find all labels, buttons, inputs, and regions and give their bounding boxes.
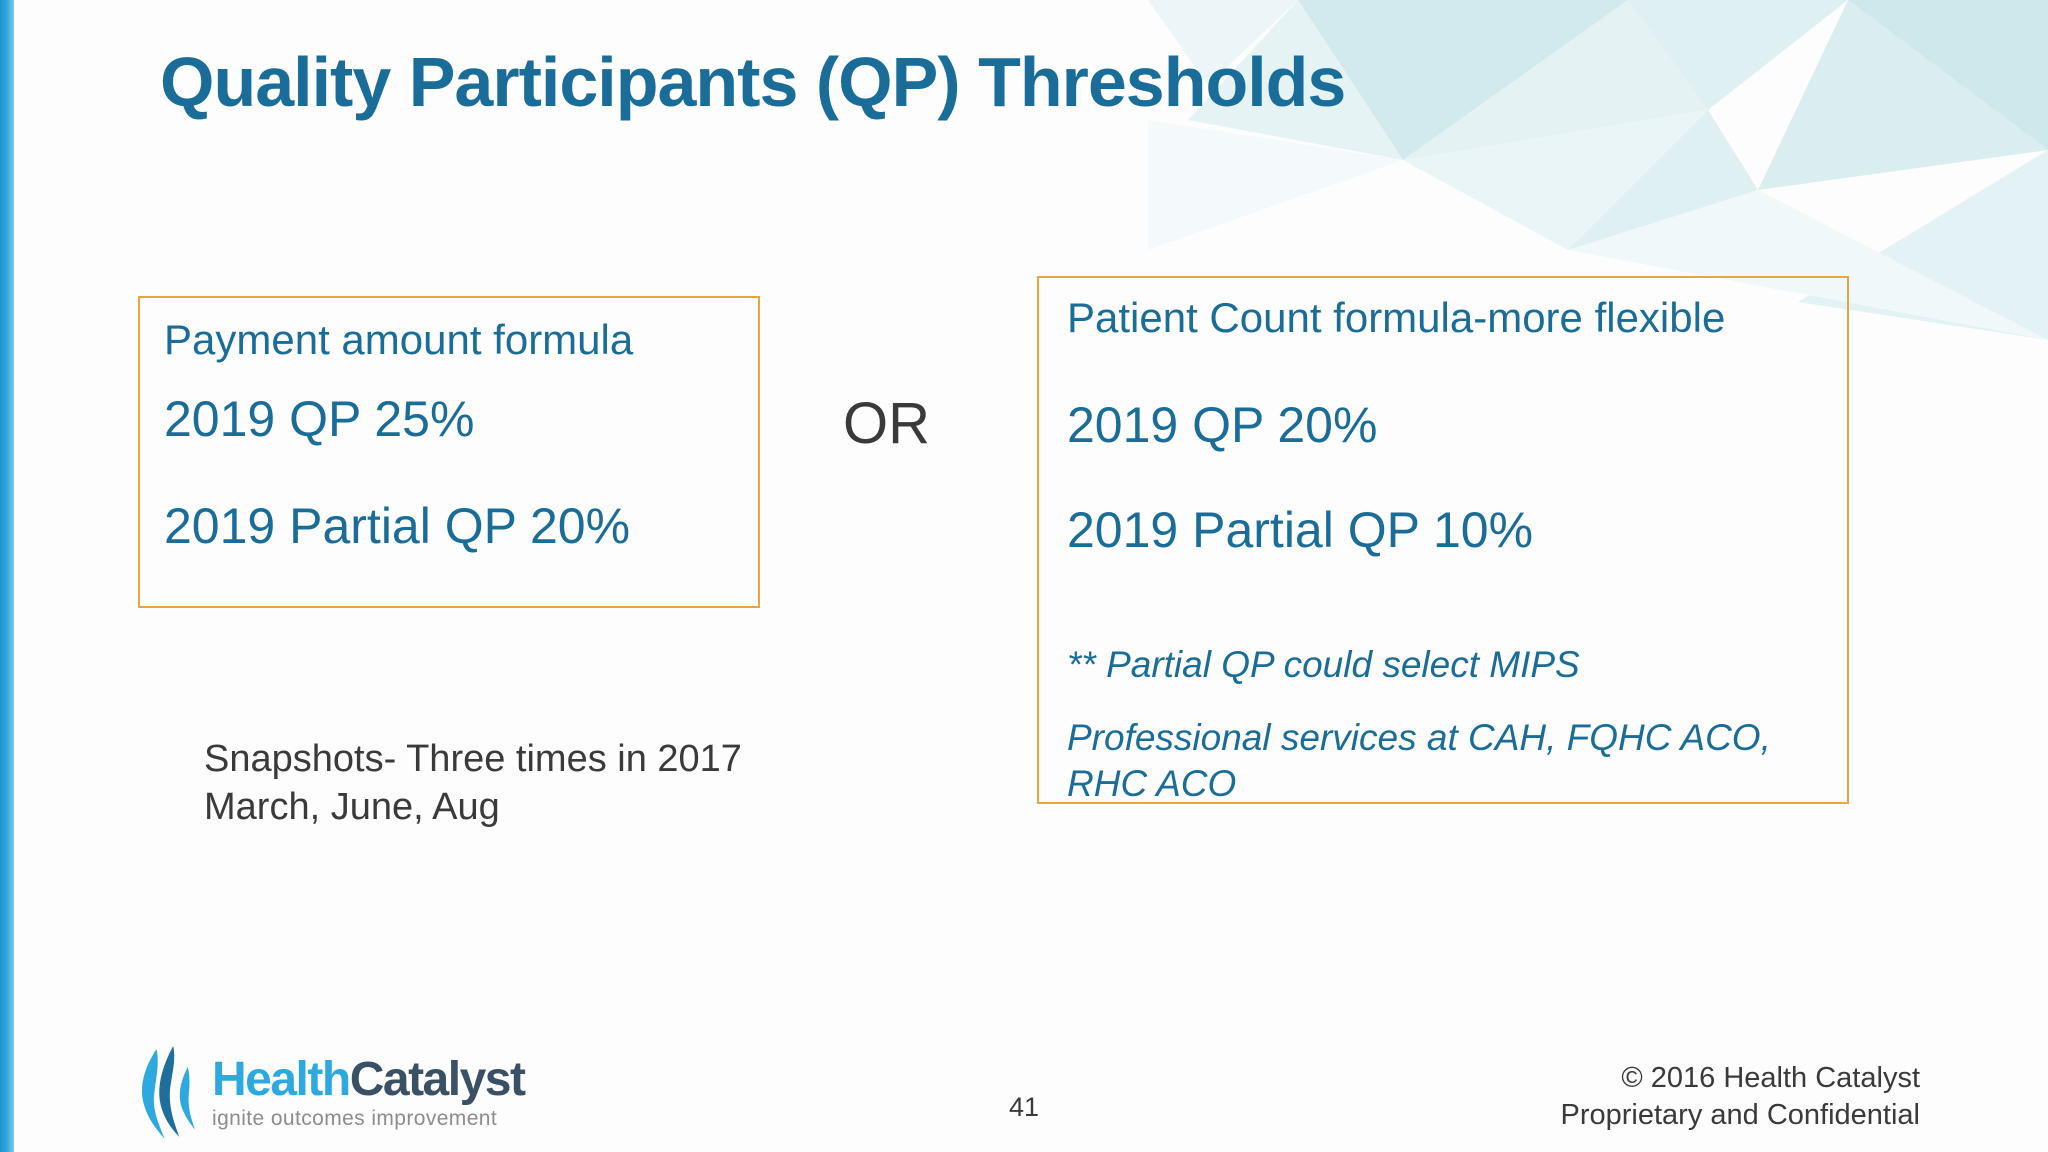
professional-services-note: Professional services at CAH, FQHC ACO, …	[1067, 716, 1771, 804]
polygon-decoration	[1148, 0, 2048, 340]
payment-qp-line: 2019 QP 25%	[164, 391, 475, 448]
patient-count-heading: Patient Count formula-more flexible	[1067, 294, 1726, 341]
or-separator: OR	[843, 391, 930, 456]
page-title: Quality Participants (QP) Thresholds	[160, 43, 1346, 121]
page-number: 41	[1008, 1092, 1040, 1122]
snapshots-line2: March, June, Aug	[204, 785, 500, 828]
partial-qp-mips-note: ** Partial QP could select MIPS	[1067, 644, 1580, 686]
logo-word-health: Health	[212, 1053, 351, 1106]
flame-icon	[142, 1046, 196, 1139]
copyright-line1: © 2016 Health Catalyst	[1621, 1062, 1920, 1094]
left-edge-bar	[0, 0, 14, 1152]
payment-formula-heading: Payment amount formula	[164, 316, 634, 363]
logo-word-catalyst: Catalyst	[349, 1053, 526, 1106]
patient-qp-line: 2019 QP 20%	[1067, 397, 1378, 454]
logo-text: HealthCatalyst ignite outcomes improveme…	[212, 1046, 526, 1131]
logo-wordmark: HealthCatalyst	[212, 1053, 526, 1106]
copyright-notice: © 2016 Health Catalyst Proprietary and C…	[1561, 1060, 1920, 1134]
patient-count-box: Patient Count formula-more flexible 2019…	[1037, 276, 1849, 804]
snapshots-note: Snapshots- Three times in 2017 March, Ju…	[204, 736, 742, 832]
copyright-line2: Proprietary and Confidential	[1560, 1099, 1920, 1132]
patient-partial-qp-line: 2019 Partial QP 10%	[1067, 502, 1534, 559]
health-catalyst-logo: HealthCatalyst ignite outcomes improveme…	[138, 1046, 526, 1140]
payment-formula-box: Payment amount formula 2019 QP 25% 2019 …	[138, 296, 760, 608]
logo-tagline: ignite outcomes improvement	[212, 1107, 498, 1130]
payment-partial-qp-line: 2019 Partial QP 20%	[164, 498, 631, 555]
snapshots-line1: Snapshots- Three times in 2017	[204, 738, 742, 780]
